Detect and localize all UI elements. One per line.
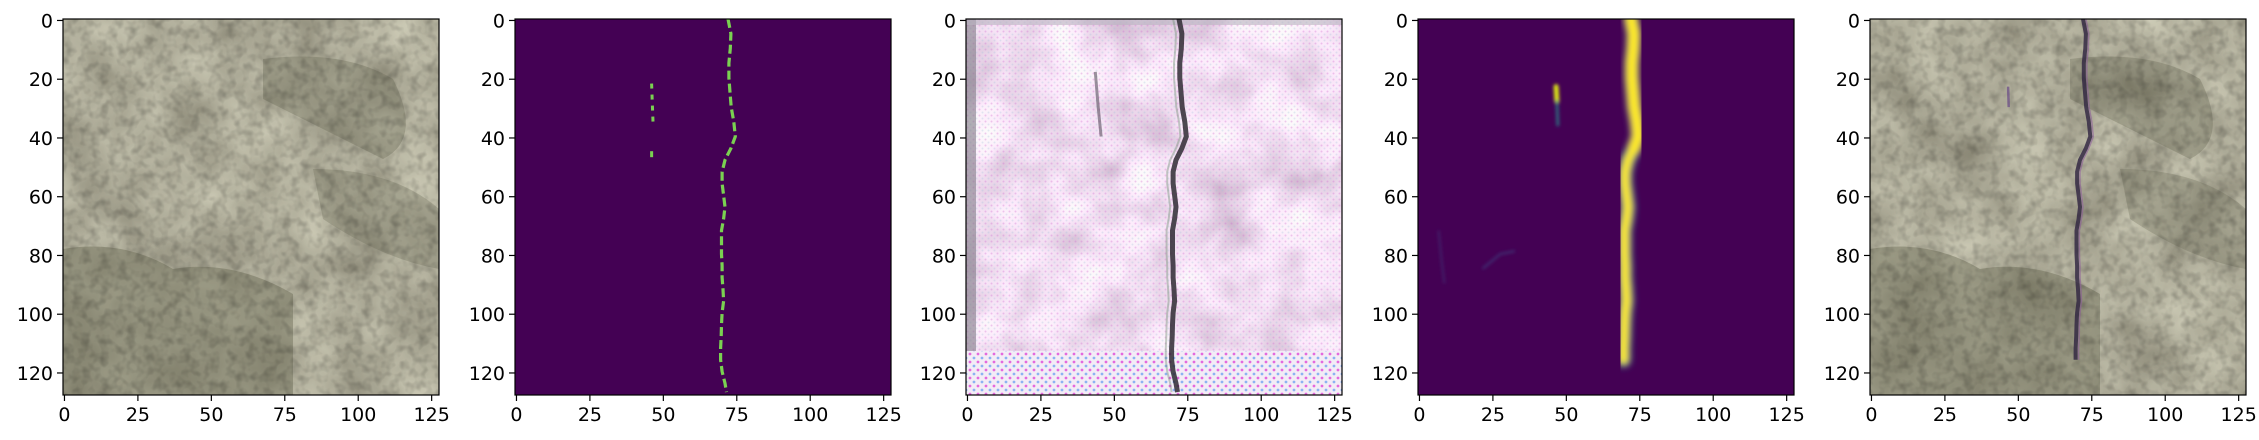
y-tick-label: 120 — [1824, 363, 1860, 385]
y-tick-label: 60 — [932, 187, 956, 209]
ground-truth-mask-frame — [514, 18, 892, 396]
overlay-image: 0 25 50 75 100 125 0 20 40 60 80 100 120 — [1824, 10, 2257, 426]
x-tick-label: 75 — [1176, 404, 1200, 426]
overlay-image-x-axis: 0 25 50 75 100 125 — [1865, 395, 2257, 426]
x-tick-label: 50 — [1102, 404, 1126, 426]
x-tick-label: 0 — [961, 404, 973, 426]
overlay-image-image — [1870, 19, 2246, 395]
predicted-heatmap-image — [1418, 19, 1794, 395]
overlay-image-y-axis: 0 20 40 60 80 100 120 — [1824, 10, 1870, 385]
predicted-heatmap: 0 25 50 75 100 125 0 20 40 60 80 100 120 — [1372, 10, 1805, 426]
x-tick-label: 50 — [651, 404, 675, 426]
y-tick-label: 20 — [29, 69, 53, 91]
original-image-x-axis: 0 25 50 75 100 125 — [58, 395, 450, 426]
y-tick-label: 100 — [920, 304, 956, 326]
y-tick-label: 60 — [1836, 187, 1860, 209]
original-image: 0 25 50 75 100 125 0 20 40 60 80 100 120 — [17, 10, 450, 426]
x-tick-label: 25 — [1481, 404, 1505, 426]
x-tick-label: 75 — [725, 404, 749, 426]
original-image-image — [63, 19, 439, 395]
y-tick-label: 60 — [1384, 187, 1408, 209]
y-tick-label: 120 — [17, 363, 53, 385]
y-tick-label: 100 — [17, 304, 53, 326]
x-tick-label: 50 — [1554, 404, 1578, 426]
x-tick-label: 125 — [1317, 404, 1353, 426]
predicted-heatmap-x-axis: 0 25 50 75 100 125 — [1413, 395, 1805, 426]
x-tick-label: 100 — [2147, 404, 2183, 426]
x-tick-label: 100 — [340, 404, 376, 426]
x-tick-label: 100 — [792, 404, 828, 426]
y-tick-label: 100 — [469, 304, 505, 326]
x-tick-label: 100 — [1243, 404, 1279, 426]
reconstructed-image-image — [966, 19, 1342, 395]
reconstructed-image-x-axis: 0 25 50 75 100 125 — [961, 395, 1353, 426]
y-tick-label: 0 — [1848, 10, 1860, 32]
y-tick-label: 40 — [481, 128, 505, 150]
y-tick-label: 20 — [1836, 69, 1860, 91]
y-tick-label: 120 — [920, 363, 956, 385]
y-tick-label: 60 — [29, 187, 53, 209]
x-tick-label: 75 — [2080, 404, 2104, 426]
recon-crack — [1169, 19, 1189, 393]
y-tick-label: 40 — [29, 128, 53, 150]
x-tick-label: 25 — [126, 404, 150, 426]
reconstructed-image-y-axis: 0 20 40 60 80 100 120 — [920, 10, 966, 385]
y-tick-label: 80 — [1836, 245, 1860, 267]
y-tick-label: 100 — [1372, 304, 1408, 326]
overlay-image-frame — [1869, 18, 2247, 396]
y-tick-label: 0 — [944, 10, 956, 32]
y-tick-label: 80 — [481, 245, 505, 267]
x-tick-label: 125 — [414, 404, 450, 426]
y-tick-label: 60 — [481, 187, 505, 209]
y-tick-label: 80 — [29, 245, 53, 267]
y-tick-label: 20 — [932, 69, 956, 91]
ground-truth-mask: 0 25 50 75 100 125 0 20 40 60 80 100 120 — [469, 10, 902, 426]
ground-truth-mask-y-axis: 0 20 40 60 80 100 120 — [469, 10, 515, 385]
y-tick-label: 100 — [1824, 304, 1860, 326]
x-tick-label: 125 — [866, 404, 902, 426]
ground-truth-mask-x-axis: 0 25 50 75 100 125 — [510, 395, 902, 426]
x-tick-label: 25 — [1029, 404, 1053, 426]
y-tick-label: 80 — [932, 245, 956, 267]
x-tick-label: 125 — [2221, 404, 2257, 426]
x-tick-label: 25 — [1933, 404, 1957, 426]
predicted-heatmap-frame — [1417, 18, 1795, 396]
ground-truth-mask-image — [515, 19, 891, 395]
reconstructed-image: 0 25 50 75 100 125 0 20 40 60 80 100 120 — [920, 10, 1353, 426]
x-tick-label: 0 — [510, 404, 522, 426]
mask-secondary-segment — [650, 83, 655, 125]
y-tick-label: 120 — [1372, 363, 1408, 385]
original-image-frame — [62, 18, 440, 396]
predicted-heatmap-y-axis: 0 20 40 60 80 100 120 — [1372, 10, 1418, 385]
y-tick-label: 40 — [1836, 128, 1860, 150]
overlay-crack — [2073, 19, 2093, 360]
original-image-y-axis: 0 20 40 60 80 100 120 — [17, 10, 63, 385]
x-tick-label: 25 — [578, 404, 602, 426]
x-tick-label: 100 — [1695, 404, 1731, 426]
x-tick-label: 50 — [2006, 404, 2030, 426]
mask-crack-line — [719, 19, 737, 393]
x-tick-label: 75 — [1628, 404, 1652, 426]
y-tick-label: 20 — [481, 69, 505, 91]
x-tick-label: 0 — [1413, 404, 1425, 426]
x-tick-label: 125 — [1769, 404, 1805, 426]
y-tick-label: 40 — [1384, 128, 1408, 150]
y-tick-label: 0 — [493, 10, 505, 32]
y-tick-label: 0 — [1396, 10, 1408, 32]
x-tick-label: 0 — [58, 404, 70, 426]
y-tick-label: 0 — [41, 10, 53, 32]
x-tick-label: 75 — [273, 404, 297, 426]
y-tick-label: 20 — [1384, 69, 1408, 91]
heatmap-crack — [1616, 19, 1646, 368]
y-tick-label: 120 — [469, 363, 505, 385]
x-tick-label: 0 — [1865, 404, 1877, 426]
y-tick-label: 80 — [1384, 245, 1408, 267]
x-tick-label: 50 — [199, 404, 223, 426]
y-tick-label: 40 — [932, 128, 956, 150]
reconstructed-image-frame — [965, 18, 1343, 396]
